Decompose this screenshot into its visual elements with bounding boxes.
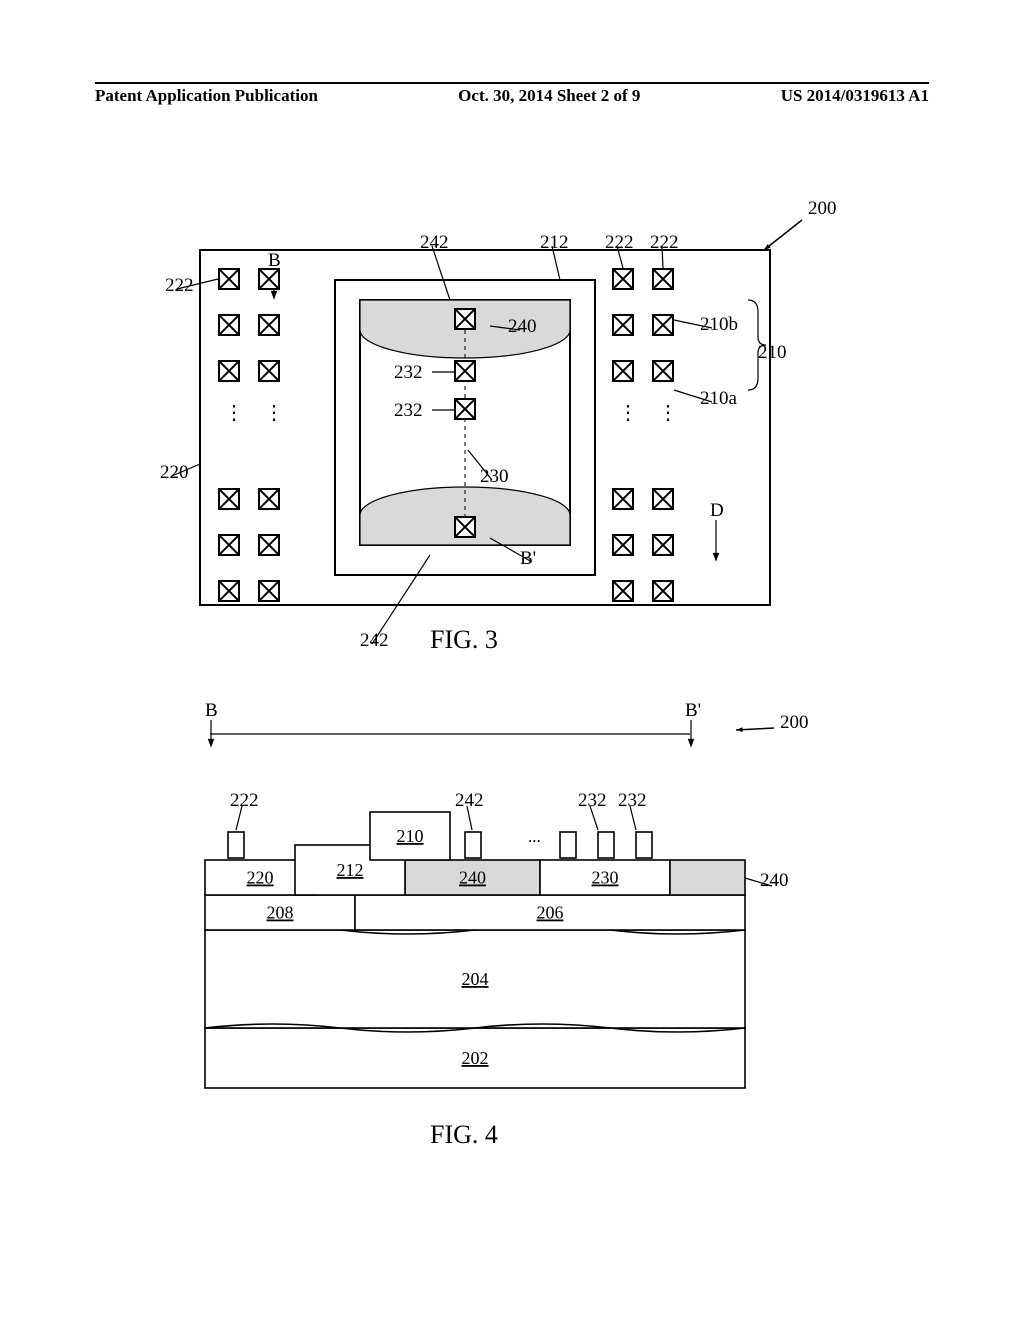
svg-text:208: 208 xyxy=(267,903,294,923)
svg-text:220: 220 xyxy=(247,868,274,888)
svg-text:202: 202 xyxy=(462,1048,489,1068)
svg-text:206: 206 xyxy=(537,903,564,923)
label-232: 232 xyxy=(618,790,647,812)
label-200: 200 xyxy=(780,712,809,734)
label-232: 232 xyxy=(578,790,607,812)
svg-text:230: 230 xyxy=(592,868,619,888)
label-222: 222 xyxy=(230,790,259,812)
label-B: B xyxy=(205,700,218,722)
label-242: 242 xyxy=(455,790,484,812)
fig4-drawing: 202 204 208 206 220 240 230 212 210... xyxy=(0,0,1024,1320)
svg-text:212: 212 xyxy=(337,860,364,880)
svg-text:240: 240 xyxy=(459,868,486,888)
label-240: 240 xyxy=(760,870,789,892)
svg-text:...: ... xyxy=(528,827,541,846)
label-B': B' xyxy=(685,700,701,722)
svg-text:210: 210 xyxy=(397,826,424,846)
fig4-label: FIG. 4 xyxy=(430,1120,498,1150)
svg-text:204: 204 xyxy=(462,969,489,989)
